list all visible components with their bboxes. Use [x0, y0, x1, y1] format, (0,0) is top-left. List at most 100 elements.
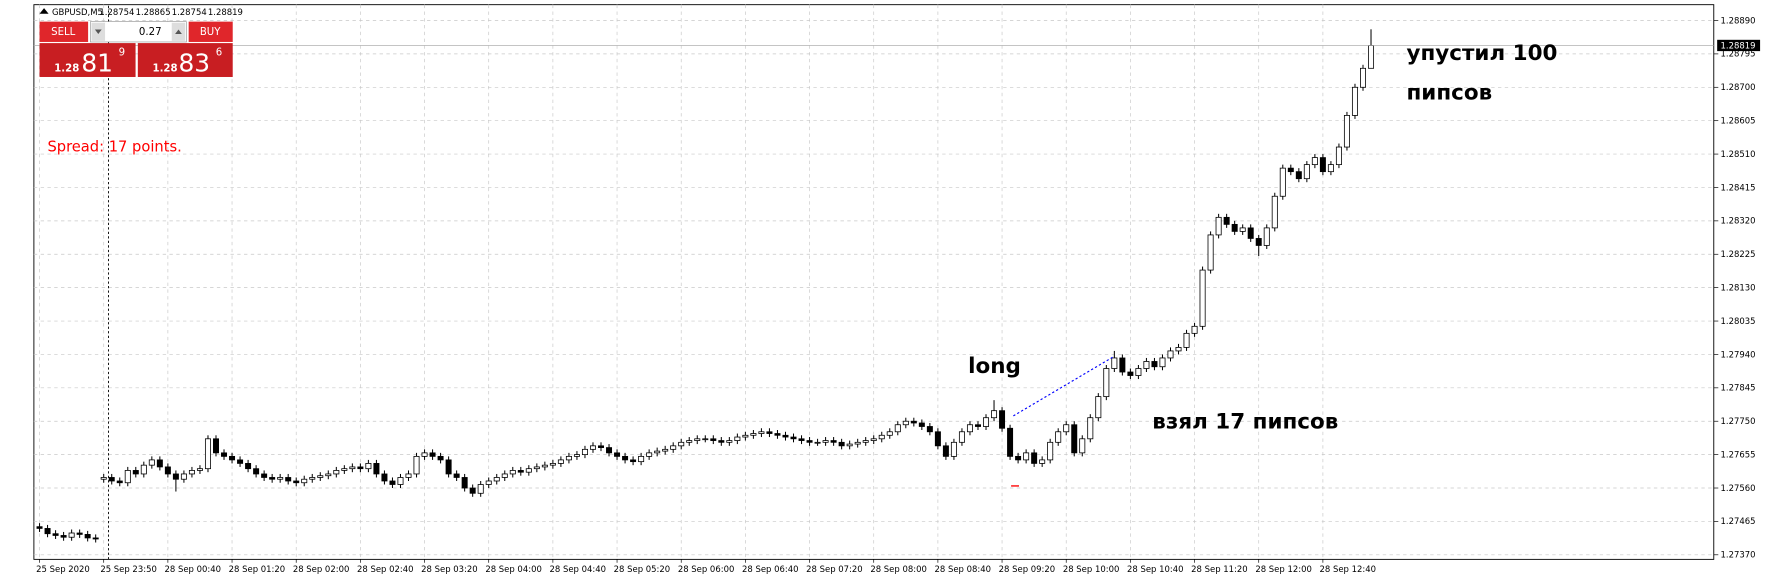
candle-body — [1087, 417, 1094, 440]
y-tick-label: 1.27560 — [1721, 483, 1756, 493]
candle-body — [1239, 227, 1246, 232]
y-tick-label: 1.28130 — [1721, 282, 1756, 292]
candle-body — [958, 431, 965, 443]
candle-body — [245, 463, 252, 470]
candle-body — [1175, 347, 1182, 352]
candle-body — [541, 464, 548, 468]
candle-body — [790, 436, 797, 440]
candle-body — [501, 473, 508, 478]
candle-body — [902, 420, 909, 426]
candle-body — [469, 487, 476, 494]
candle-body — [678, 441, 685, 447]
candle-body — [188, 470, 195, 475]
candle-body — [1095, 396, 1102, 419]
candle-body — [918, 422, 925, 427]
candle-body — [702, 438, 709, 441]
x-tick-label: 28 Sep 10:00 — [1063, 564, 1120, 574]
candle-body — [341, 468, 348, 471]
axes: 1.28890 1.28795 1.28700 1.28605 1.28510 1.284… — [36, 15, 1761, 574]
candle-body — [92, 537, 99, 540]
candle-body — [758, 431, 765, 434]
candle-body — [180, 473, 187, 480]
candle-body — [493, 477, 500, 482]
candle-body — [437, 455, 444, 461]
candle-body — [477, 484, 484, 494]
y-tick-label: 1.27370 — [1721, 550, 1756, 560]
x-tick-label: 28 Sep 02:40 — [357, 564, 414, 574]
candle-body — [405, 473, 412, 478]
candle-body — [878, 434, 885, 440]
candle-body — [1303, 164, 1310, 180]
ohlc-low: 1.28754 — [172, 7, 207, 17]
candle-body — [156, 459, 163, 468]
candle-body — [509, 470, 516, 475]
candle-body — [525, 468, 532, 473]
candle-body — [622, 455, 629, 461]
candle-body — [589, 445, 596, 450]
x-tick-label: 28 Sep 07:20 — [806, 564, 863, 574]
x-tick-label: 28 Sep 02:00 — [293, 564, 350, 574]
y-tick-label: 1.28700 — [1721, 82, 1756, 92]
candle-body — [116, 480, 123, 484]
ohlc-close: 1.28819 — [208, 7, 243, 17]
lot-up-icon — [175, 29, 182, 35]
candle-body — [461, 477, 468, 489]
candle-body — [148, 459, 155, 466]
candle-body — [966, 424, 973, 433]
candle-body — [140, 464, 147, 475]
collapse-icon[interactable] — [39, 8, 49, 14]
candle-body — [1360, 67, 1366, 88]
candle-body — [301, 478, 308, 484]
candle-body — [1119, 357, 1126, 373]
candle-body — [1047, 441, 1054, 461]
buy-button[interactable] — [188, 21, 233, 42]
candle-body — [44, 528, 51, 535]
candle-body — [381, 473, 388, 482]
candle-body — [445, 459, 452, 475]
candle-body — [397, 477, 404, 485]
candle-body — [60, 535, 67, 538]
candle-body — [726, 440, 733, 443]
candle-body — [325, 473, 332, 477]
ask-box[interactable] — [137, 43, 233, 77]
spread-text: Spread: 17 points. — [47, 139, 181, 156]
candle-body — [108, 477, 115, 482]
candle-body — [598, 445, 605, 448]
y-tick-label: 1.27465 — [1721, 516, 1756, 526]
candle-body — [718, 440, 725, 443]
bid-big: 81 — [81, 48, 113, 77]
buy-label: BUY — [200, 27, 221, 38]
candle-body — [774, 433, 781, 436]
candle-body — [846, 443, 853, 447]
candle-body — [1311, 157, 1318, 166]
candle-body — [646, 452, 653, 457]
x-tick-label: 25 Sep 23:50 — [100, 564, 157, 574]
x-tick-label: 28 Sep 12:40 — [1320, 564, 1377, 574]
candle-body — [100, 477, 107, 480]
candle-body — [196, 468, 203, 471]
candle-body — [453, 473, 460, 478]
y-tick-label: 1.28035 — [1721, 316, 1756, 326]
candle-body — [68, 532, 75, 538]
candle-body — [317, 475, 324, 478]
candle-body — [52, 533, 59, 536]
lot-value[interactable]: 0.27 — [139, 27, 162, 38]
bid-box[interactable] — [39, 43, 136, 77]
candle-body — [1007, 427, 1014, 457]
candle-body — [549, 463, 556, 466]
lot-input[interactable] — [90, 21, 187, 43]
candle-body — [614, 452, 621, 457]
candle-body — [670, 445, 677, 450]
y-tick-label: 1.28415 — [1721, 182, 1756, 192]
candle-body — [1079, 438, 1086, 454]
candle-body — [999, 410, 1006, 429]
x-tick-label: 28 Sep 05:20 — [614, 564, 671, 574]
candle-body — [285, 477, 292, 482]
y-tick-label: 1.27940 — [1721, 349, 1756, 359]
x-tick-label: 28 Sep 04:40 — [549, 564, 606, 574]
sell-button[interactable] — [39, 21, 89, 42]
candle-body — [421, 452, 428, 457]
